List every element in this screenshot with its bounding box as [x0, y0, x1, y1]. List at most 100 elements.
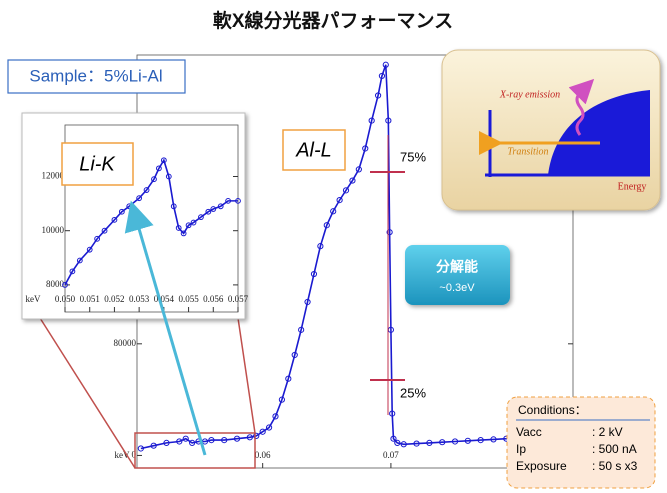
zoom-connector: [237, 317, 256, 434]
data-point: [150, 442, 157, 449]
data-point: [165, 173, 172, 180]
x-tick-label: 0.057: [228, 294, 249, 304]
diagram-label: Energy: [618, 181, 647, 192]
y-tick-label: 10000: [42, 225, 65, 235]
label-box: [282, 129, 346, 171]
data-point: [208, 436, 215, 444]
data-point: [259, 428, 266, 435]
x-tick-label: 0.051: [80, 294, 100, 304]
diagram-label: Transition: [507, 146, 548, 157]
annotation: 25%: [400, 385, 426, 400]
x-tick-label: 0.055: [178, 294, 199, 304]
data-point: [94, 235, 101, 242]
plot-frame: [64, 124, 239, 313]
data-point: [185, 222, 192, 229]
x-tick-label: 0.054: [154, 294, 175, 304]
x-tick-label: 0.053: [129, 294, 150, 304]
data-point: [151, 176, 157, 183]
data-point: [86, 246, 93, 253]
data-point: [382, 61, 389, 68]
data-point: [253, 432, 260, 440]
data-point: [101, 227, 108, 234]
data-point: [221, 436, 228, 444]
resolution-value: ~0.3eV: [439, 282, 475, 294]
data-point: [205, 208, 212, 215]
band-shape: [548, 90, 650, 175]
data-point: [136, 195, 143, 202]
data-point: [298, 326, 305, 333]
arrow: [124, 200, 207, 456]
data-point: [477, 436, 484, 444]
data-point: [160, 157, 167, 164]
data-point: [490, 436, 497, 443]
data-point: [285, 375, 292, 382]
data-point: [69, 268, 76, 275]
x-tick-label: 0.07: [383, 450, 399, 460]
data-point: [278, 396, 286, 403]
data-point: [118, 208, 125, 215]
data-point: [235, 197, 241, 204]
data-point: [217, 203, 224, 210]
data-point: [210, 206, 217, 212]
conditions-cell: Ip: [516, 442, 526, 456]
data-point: [451, 438, 459, 445]
conditions-title: Conditions：: [518, 403, 587, 417]
slide-title: 軟X線分光器パフォーマンス: [213, 9, 453, 32]
data-point: [385, 117, 392, 124]
data-point: [143, 187, 150, 193]
label-box: [61, 142, 134, 186]
data-point: [336, 197, 343, 204]
data-point: [189, 439, 196, 446]
data-point: [342, 187, 350, 194]
data-point: [175, 225, 182, 231]
conditions-cell: : 500 nA: [592, 442, 637, 456]
conditions-cell: Vacc: [516, 425, 542, 439]
conditions-cell: : 50 s x3: [592, 459, 638, 473]
conditions-cell: : 2 kV: [592, 425, 623, 439]
x-tick-label: 0.056: [203, 294, 224, 304]
data-point: [349, 177, 356, 184]
data-point: [246, 434, 253, 441]
data-point: [464, 437, 471, 444]
conditions-cell: Exposure: [516, 459, 567, 473]
data-point: [291, 351, 298, 359]
data-point: [180, 230, 187, 237]
diagram-label: X-ray emission: [499, 89, 560, 100]
sample-label: Sample：5%Li-Al: [29, 66, 162, 85]
data-point: [378, 72, 386, 80]
annotation: 75%: [400, 149, 426, 164]
data-point: [170, 203, 177, 210]
y-tick-label: 80000: [114, 338, 137, 348]
data-point: [386, 229, 393, 236]
data-point: [368, 117, 375, 124]
x-tick-label: 0.06: [255, 450, 271, 460]
data-point: [374, 92, 382, 99]
data-point: [426, 439, 433, 446]
sample-box: [7, 59, 186, 94]
data-point: [272, 413, 279, 420]
data-point: [355, 166, 362, 173]
x-axis-label: keV: [115, 450, 130, 460]
zoom-box: [134, 432, 256, 469]
data-point: [182, 435, 189, 442]
resolution-badge: [405, 245, 510, 305]
data-point: [137, 445, 144, 452]
series-line: [64, 158, 238, 286]
data-point: [304, 298, 311, 306]
zoom-connector: [39, 317, 136, 469]
x-tick-label: 0.052: [104, 294, 124, 304]
data-point: [225, 197, 232, 204]
data-point: [362, 145, 369, 152]
emission-arrow: [568, 78, 595, 136]
resolution-title: 分解能: [436, 259, 478, 275]
data-point: [163, 439, 170, 446]
data-point: [400, 441, 407, 448]
y-tick-label: 8000: [46, 279, 65, 289]
data-point: [233, 435, 241, 442]
data-point: [111, 216, 118, 223]
y-tick-label: 12000: [42, 171, 65, 181]
data-point: [394, 439, 401, 446]
data-point: [439, 439, 446, 446]
data-point: [76, 257, 83, 264]
